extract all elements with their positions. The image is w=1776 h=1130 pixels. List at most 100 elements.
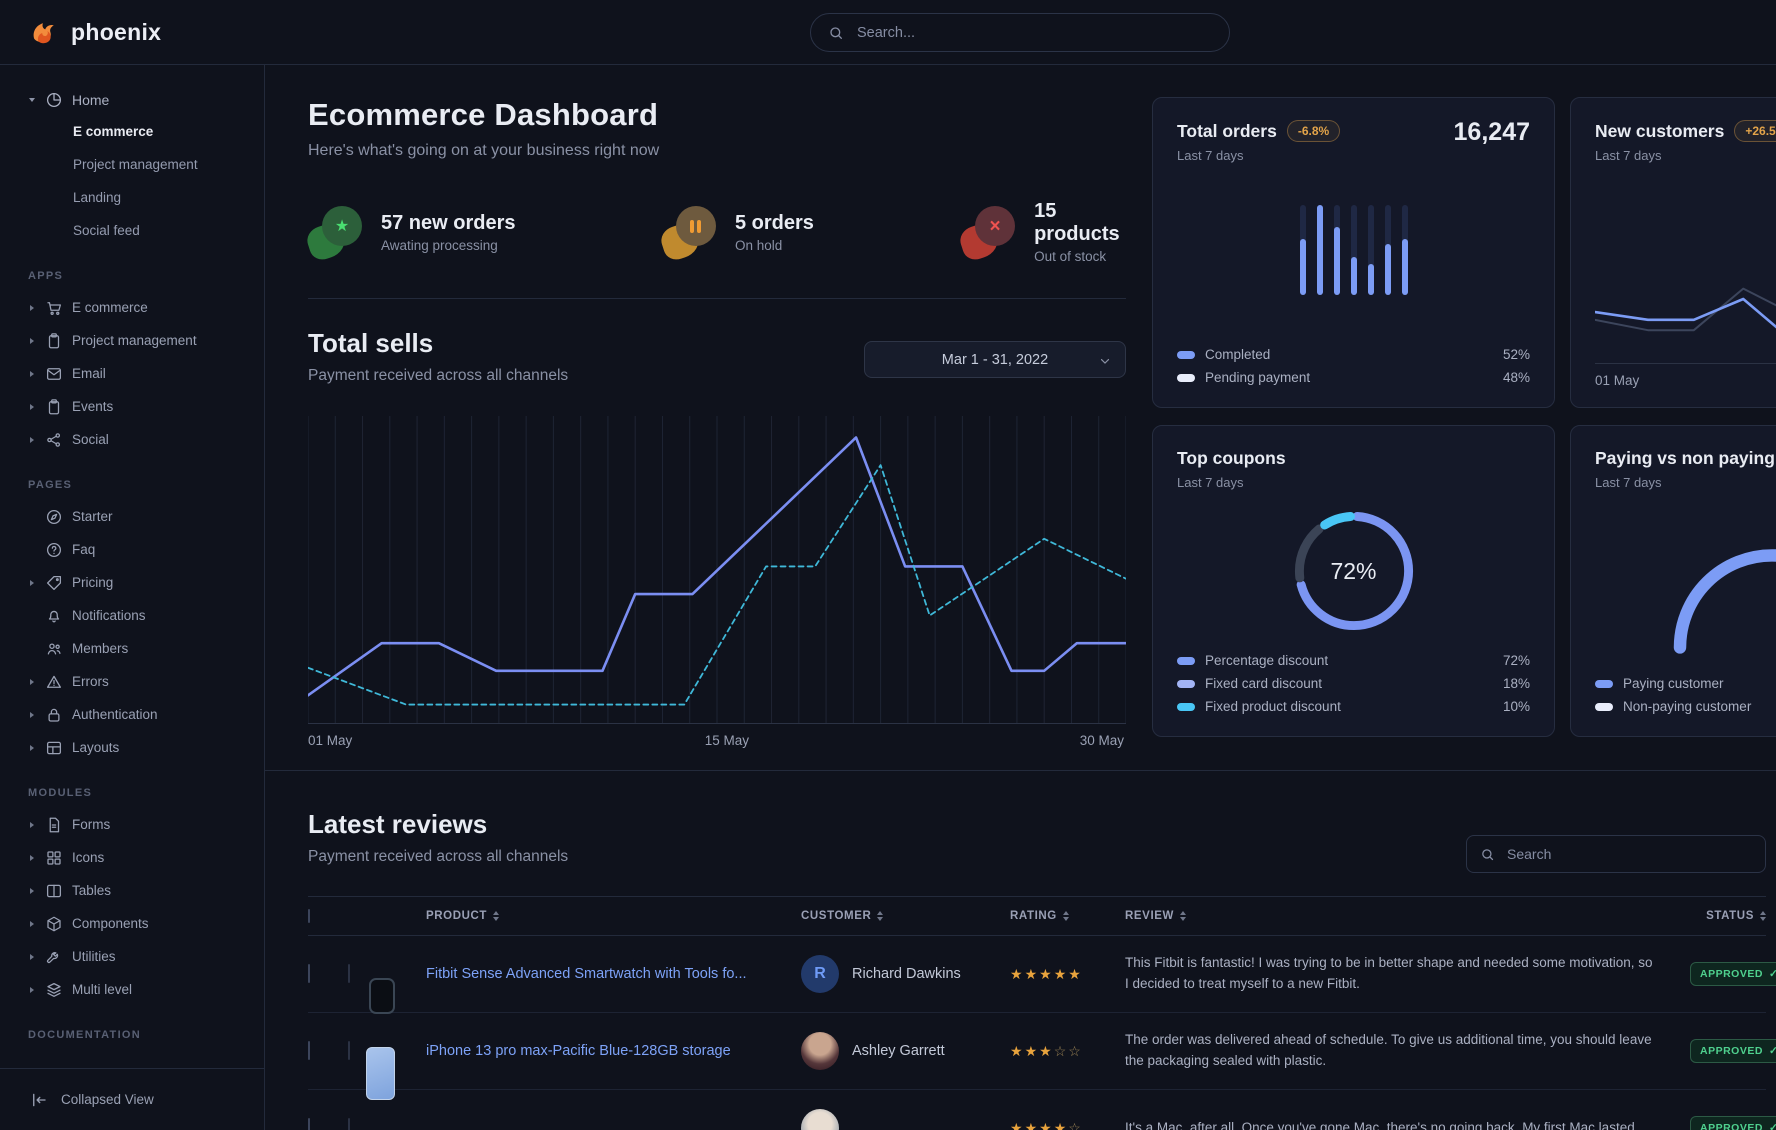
wrench-icon	[45, 948, 63, 966]
sort-icon[interactable]	[1760, 911, 1766, 921]
envelope-icon	[45, 365, 63, 383]
sidebar-item-icons[interactable]: Icons	[28, 841, 256, 874]
legend-swatch	[1177, 373, 1195, 382]
pie-chart-icon	[45, 91, 63, 109]
sidebar-item-ecommerce[interactable]: E commerce	[28, 291, 256, 324]
sidebar-item-utilities[interactable]: Utilities	[28, 940, 256, 973]
column-header-product[interactable]: PRODUCT	[426, 910, 801, 922]
sidebar-item-project-management-dashboard[interactable]: Project management	[73, 157, 198, 172]
status-badge: APPROVED ✓	[1690, 1039, 1776, 1063]
sidebar-item-faq[interactable]: Faq	[28, 533, 256, 566]
stat-value: 15 products	[1034, 200, 1120, 245]
brand-logo[interactable]: phoenix	[28, 16, 161, 49]
sidebar-item-label: Social	[72, 432, 109, 447]
sidebar-item-ecommerce-dashboard[interactable]: E commerce	[73, 124, 154, 139]
product-link[interactable]: Fitbit Sense Advanced Smartwatch with To…	[426, 966, 747, 982]
rating-stars: ★★★★★	[1010, 965, 1083, 982]
sidebar-item-label: Starter	[72, 509, 113, 524]
sidebar-item-landing[interactable]: Landing	[73, 190, 122, 205]
product-link[interactable]: iPhone 13 pro max-Pacific Blue-128GB sto…	[426, 1043, 731, 1059]
stat-out-of-stock: × 15 products Out of stock	[956, 200, 1126, 264]
collapse-left-icon	[30, 1091, 48, 1109]
sidebar-item-label: Utilities	[72, 949, 116, 964]
sidebar-item-email[interactable]: Email	[28, 357, 256, 390]
column-header-status[interactable]: STATUS	[1690, 910, 1766, 922]
sidebar-item-label: Authentication	[72, 707, 158, 722]
paying-vs-nonpaying-card: Paying vs non paying Last 7 days Paying …	[1570, 425, 1776, 737]
legend-value: 10%	[1502, 699, 1530, 714]
trend-badge: +26.5%	[1734, 120, 1776, 142]
sort-icon[interactable]	[877, 911, 884, 921]
sidebar-item-errors[interactable]: Errors	[28, 665, 256, 698]
sidebar-item-multi-level[interactable]: Multi level	[28, 973, 256, 1006]
compass-icon	[45, 508, 63, 526]
table-row: ★★★★☆ It's a Mac, after all. Once you've…	[308, 1090, 1776, 1130]
chevron-down-icon	[29, 98, 35, 102]
chevron-right-icon	[30, 436, 34, 443]
sidebar-item-label: Layouts	[72, 740, 120, 755]
legend-value: 48%	[1502, 370, 1530, 385]
sidebar-item-social-feed[interactable]: Social feed	[73, 223, 140, 238]
product-thumbnail[interactable]	[348, 1118, 350, 1130]
sidebar-item-home[interactable]: Home	[28, 85, 256, 115]
paying-gauge-chart	[1662, 542, 1776, 657]
sidebar-item-label: Email	[72, 366, 106, 381]
table-row: Fitbit Sense Advanced Smartwatch with To…	[308, 936, 1776, 1014]
reviews-search[interactable]	[1466, 835, 1766, 873]
coupons-donut-chart: 72%	[1291, 508, 1417, 634]
sidebar-item-layouts[interactable]: Layouts	[28, 731, 256, 764]
sidebar-item-social[interactable]: Social	[28, 423, 256, 456]
clipboard-icon	[45, 332, 63, 350]
table-header: PRODUCT CUSTOMER RATING REVIEW	[308, 896, 1766, 936]
sidebar-item-label: E commerce	[72, 300, 148, 315]
column-header-review[interactable]: REVIEW	[1125, 910, 1690, 922]
chevron-right-icon	[30, 579, 34, 586]
legend-label: Percentage discount	[1205, 653, 1329, 668]
global-search[interactable]	[810, 13, 1230, 52]
users-icon	[45, 640, 63, 658]
sidebar-item-events[interactable]: Events	[28, 390, 256, 423]
sidebar-item-forms[interactable]: Forms	[28, 808, 256, 841]
date-range-select[interactable]: Mar 1 - 31, 2022	[864, 341, 1126, 378]
sort-icon[interactable]	[1179, 911, 1186, 921]
sidebar-item-starter[interactable]: Starter	[28, 500, 256, 533]
sort-icon[interactable]	[1062, 911, 1069, 921]
row-checkbox[interactable]	[308, 1041, 310, 1060]
sort-icon[interactable]	[493, 911, 500, 921]
sidebar-item-label: Project management	[72, 333, 197, 348]
row-checkbox[interactable]	[308, 1118, 310, 1130]
sidebar-item-tables[interactable]: Tables	[28, 874, 256, 907]
donut-center-label: 72%	[1330, 557, 1377, 584]
search-icon	[1480, 847, 1495, 862]
collapse-sidebar-button[interactable]: Collapsed View	[0, 1068, 264, 1130]
rating-stars: ★★★★☆	[1010, 1119, 1083, 1130]
total-sells-plot[interactable]	[308, 416, 1126, 724]
grid-icon	[45, 849, 63, 867]
new-customers-card: New customers +26.5% Last 7 days 01 May	[1570, 97, 1776, 408]
table-icon	[45, 882, 63, 900]
main-content: Ecommerce Dashboard Here's what's going …	[265, 65, 1776, 1130]
row-checkbox[interactable]	[308, 964, 310, 983]
sidebar-item-label: Errors	[72, 674, 109, 689]
status-badge: APPROVED ✓	[1690, 1116, 1776, 1130]
reviews-search-input[interactable]	[1505, 845, 1752, 863]
product-thumbnail[interactable]	[348, 964, 395, 1014]
review-text: It's a Mac, after all. Once you've gone …	[1125, 1119, 1635, 1130]
sidebar-item-members[interactable]: Members	[28, 632, 256, 665]
sidebar-item-project-management[interactable]: Project management	[28, 324, 256, 357]
sidebar-item-pricing[interactable]: Pricing	[28, 566, 256, 599]
product-thumbnail[interactable]	[348, 1041, 395, 1100]
column-header-customer[interactable]: CUSTOMER	[801, 910, 1010, 922]
card-title: Top coupons	[1177, 448, 1286, 468]
global-search-input[interactable]	[855, 23, 1212, 42]
sidebar-item-label: Faq	[72, 542, 96, 557]
sidebar-item-notifications[interactable]: Notifications	[28, 599, 256, 632]
top-coupons-card: Top coupons Last 7 days 72% Percentage d…	[1152, 425, 1555, 737]
legend-item: Paying customer	[1595, 672, 1776, 695]
page-subtitle: Here's what's going on at your business …	[308, 142, 660, 159]
select-all-checkbox[interactable]	[308, 909, 310, 923]
orders-bar-chart	[1177, 205, 1530, 295]
sidebar-item-components[interactable]: Components	[28, 907, 256, 940]
column-header-rating[interactable]: RATING	[1010, 910, 1125, 922]
sidebar-item-authentication[interactable]: Authentication	[28, 698, 256, 731]
